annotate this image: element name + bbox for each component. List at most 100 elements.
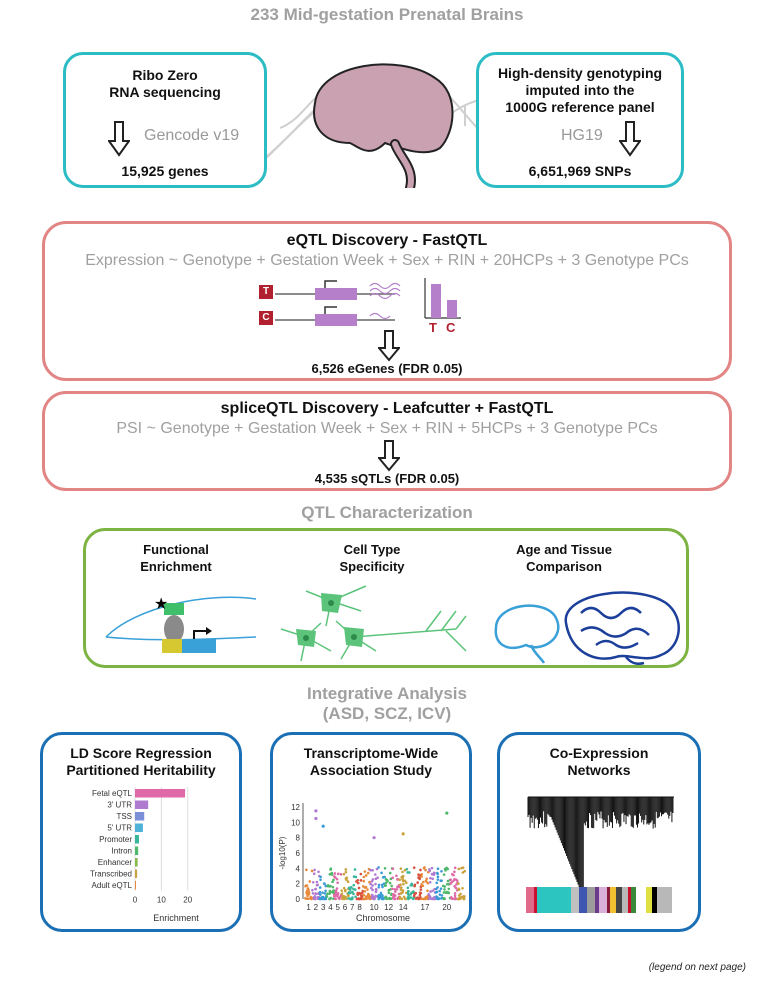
snp-point	[318, 886, 322, 889]
snp-point	[414, 891, 418, 895]
enrichment-bar	[135, 789, 186, 798]
snp-point	[431, 889, 434, 893]
snp-point	[363, 890, 367, 893]
down-arrow-icon	[378, 330, 400, 362]
snp-point	[429, 876, 432, 880]
snp-point	[336, 872, 340, 876]
snp-point	[361, 889, 365, 893]
snp-point	[371, 884, 374, 887]
fetal-brain-icon	[494, 604, 560, 664]
snp-point	[377, 894, 380, 898]
snp-point	[402, 895, 406, 899]
snp-point	[400, 897, 404, 901]
snp-point	[383, 866, 387, 870]
snp-point	[418, 893, 422, 897]
snp-point	[442, 873, 446, 876]
snp-point	[387, 891, 391, 895]
snp-point	[438, 893, 442, 896]
snp-point	[441, 884, 445, 888]
module-color-band	[599, 887, 607, 913]
snp-point	[453, 891, 457, 895]
enrichment-bar	[135, 812, 145, 821]
snp-point	[362, 879, 366, 883]
snp-point	[432, 873, 436, 876]
down-arrow-icon	[378, 440, 400, 472]
snp-point	[368, 880, 371, 884]
snp-point	[447, 887, 451, 891]
snp-point	[395, 888, 399, 891]
snp-point	[419, 888, 423, 891]
snp-point	[329, 868, 332, 871]
snp-point	[427, 892, 431, 896]
snp-point	[443, 888, 446, 891]
snp-point	[369, 868, 372, 872]
snp-point	[453, 894, 457, 898]
snp-point	[333, 875, 336, 878]
age-line1: Age and Tissue	[516, 542, 612, 557]
snp-point	[356, 893, 360, 897]
snp-point	[362, 897, 365, 901]
snp-peak-point	[372, 836, 376, 840]
sqtl-title: spliceQTL Discovery - Leafcutter + FastQ…	[220, 400, 554, 417]
eqtl-title: eQTL Discovery - FastQTL	[286, 232, 488, 249]
integrative-title-line2: (ASD, SCZ, ICV)	[322, 704, 452, 723]
snp-point	[416, 896, 420, 900]
snp-point	[379, 896, 383, 899]
snp-point	[325, 895, 329, 898]
snp-point	[400, 886, 403, 889]
sqtls-count: 4,535 sQTLs (FDR 0.05)	[314, 471, 460, 486]
snp-point	[453, 897, 457, 901]
y-tick-label: 6	[296, 849, 301, 858]
snp-point	[401, 879, 405, 883]
brain-icon	[313, 63, 454, 188]
snp-point	[345, 897, 348, 900]
main-title: 233 Mid-gestation Prenatal Brains	[250, 5, 524, 24]
snp-point	[447, 891, 450, 894]
snp-point	[339, 872, 343, 876]
snp-point	[399, 883, 402, 887]
snp-point	[305, 868, 308, 872]
snp-point	[424, 868, 427, 872]
snp-point	[361, 885, 365, 888]
egenes-count: 6,526 eGenes (FDR 0.05)	[311, 361, 463, 376]
snp-point	[426, 889, 429, 893]
snp-point	[461, 886, 464, 890]
snp-point	[406, 896, 410, 899]
enrichment-bar	[135, 869, 138, 878]
y-tick-label: 2	[296, 880, 301, 889]
snp-point	[454, 878, 458, 881]
functional-enrichment-illustration: ★	[105, 594, 257, 653]
enrichment-axis-label: Enrichment	[153, 913, 199, 923]
snp-point	[322, 882, 326, 885]
snp-point	[324, 889, 327, 893]
x-tick-label: 0	[133, 896, 138, 905]
adult-brain-icon	[564, 591, 680, 665]
snp-point	[315, 880, 319, 884]
category-label: Adult eQTL	[92, 881, 133, 890]
snp-point	[423, 866, 426, 869]
module-color-band	[652, 887, 657, 913]
snp-point	[374, 877, 378, 881]
snp-point	[425, 880, 428, 883]
module-color-band	[579, 887, 587, 913]
snp-point	[344, 877, 348, 880]
snp-point	[410, 883, 414, 887]
snp-point	[433, 897, 437, 901]
snp-point	[358, 892, 362, 895]
snp-point	[449, 882, 452, 885]
module-color-band	[526, 887, 534, 913]
snp-point	[406, 886, 410, 890]
snp-point	[340, 892, 344, 895]
enrichment-bar	[135, 846, 139, 855]
snp-point	[440, 879, 443, 883]
snp-point	[371, 878, 375, 881]
snp-point	[371, 868, 374, 872]
module-color-band	[616, 887, 622, 913]
gencode-label: Gencode v19	[144, 127, 240, 144]
functional-line2: Enrichment	[140, 559, 212, 574]
snp-point	[388, 896, 391, 900]
chromosome-tick-label: 17	[421, 903, 430, 912]
snp-point	[359, 894, 363, 897]
category-label: 3' UTR	[107, 801, 132, 810]
geno-line2: imputed into the	[525, 82, 635, 98]
